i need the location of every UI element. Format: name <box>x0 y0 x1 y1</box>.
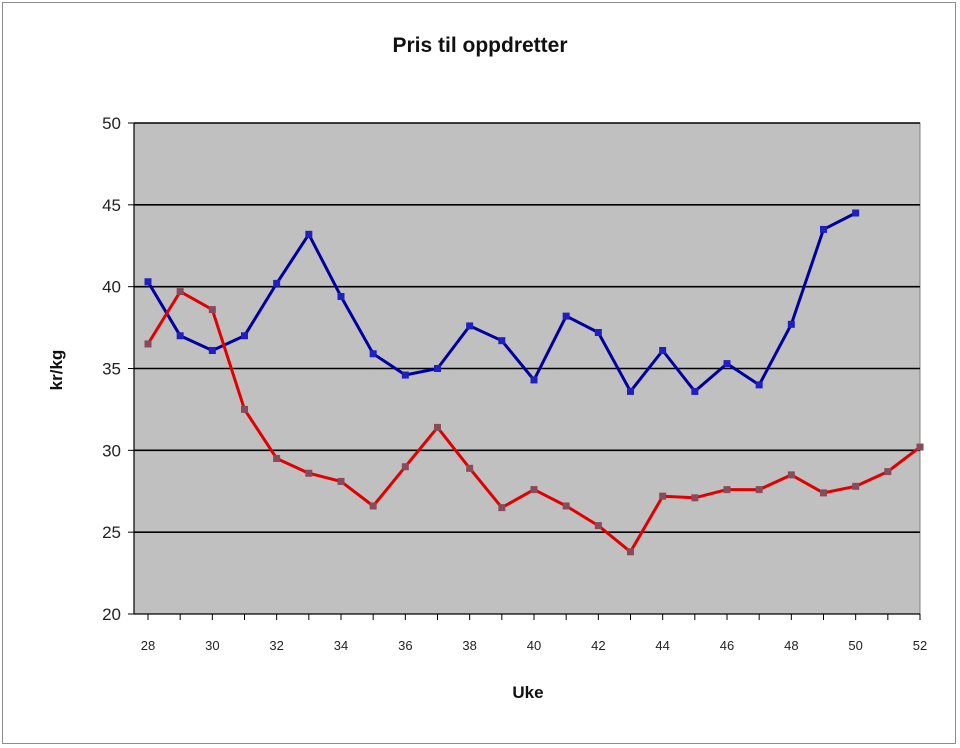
data-point <box>369 350 377 358</box>
data-point <box>594 328 602 336</box>
data-point <box>369 502 377 510</box>
data-point <box>466 322 474 330</box>
data-point <box>627 548 634 556</box>
chart-title: Pris til oppdretter <box>392 34 567 57</box>
data-point <box>820 225 827 233</box>
data-point <box>562 502 570 510</box>
data-point <box>498 504 506 512</box>
x-tick-label: 50 <box>848 638 862 653</box>
x-tick-label: 30 <box>205 638 219 653</box>
data-point <box>401 371 409 379</box>
data-point <box>466 464 474 472</box>
data-point <box>755 486 763 494</box>
data-point <box>723 360 731 368</box>
data-point <box>787 471 795 479</box>
data-point <box>434 423 441 431</box>
y-tick-label: 35 <box>102 360 121 379</box>
x-tick-label: 46 <box>720 638 734 653</box>
plot-area: 20 25 30 35 40 45 50 28 30 32 34 36 38 40 42 44 46 48 50 52 <box>102 114 927 653</box>
data-point <box>916 443 924 451</box>
y-tick-label: 30 <box>102 441 121 460</box>
y-tick-label: 20 <box>102 605 121 624</box>
data-point <box>691 494 699 502</box>
data-point <box>659 492 667 500</box>
data-point <box>241 405 248 413</box>
y-tick-label: 40 <box>102 278 121 297</box>
x-tick-label: 48 <box>784 638 798 653</box>
x-tick-label: 38 <box>462 638 476 653</box>
data-point <box>144 278 152 286</box>
data-point <box>562 312 570 320</box>
data-point <box>659 346 667 354</box>
data-point <box>530 486 538 494</box>
x-tick-label: 52 <box>913 638 927 653</box>
data-point <box>498 337 506 345</box>
data-point <box>884 468 892 476</box>
x-tick-label: 32 <box>269 638 283 653</box>
x-tick-label: 40 <box>527 638 541 653</box>
data-point <box>852 209 860 217</box>
x-axis-title: Uke <box>512 683 543 702</box>
data-point <box>176 288 184 296</box>
x-tick-label: 28 <box>141 638 155 653</box>
data-point <box>434 365 441 372</box>
data-point <box>144 340 152 348</box>
data-point <box>208 306 216 314</box>
data-point <box>787 320 795 328</box>
data-point <box>401 463 409 471</box>
data-point <box>337 292 345 300</box>
data-point <box>305 230 313 238</box>
data-point <box>852 482 860 490</box>
data-point <box>530 376 538 384</box>
data-point <box>305 469 313 477</box>
y-tick-label: 25 <box>102 523 121 542</box>
data-point <box>723 486 731 494</box>
y-tick-label: 45 <box>102 196 121 215</box>
data-point <box>337 477 345 485</box>
data-point <box>627 387 634 395</box>
data-point <box>273 455 281 463</box>
y-tick-label: 50 <box>102 114 121 133</box>
x-tick-label: 42 <box>591 638 605 653</box>
data-point <box>691 387 699 395</box>
data-point <box>755 381 763 389</box>
y-axis-title: kr/kg <box>47 350 66 391</box>
x-tick-label: 36 <box>398 638 412 653</box>
data-point <box>820 489 827 497</box>
x-tick-label: 44 <box>655 638 669 653</box>
data-point <box>208 346 216 354</box>
x-tick-label: 34 <box>334 638 348 653</box>
data-point <box>594 522 602 530</box>
data-point <box>241 332 248 340</box>
data-point <box>176 332 184 340</box>
data-point <box>273 279 281 287</box>
